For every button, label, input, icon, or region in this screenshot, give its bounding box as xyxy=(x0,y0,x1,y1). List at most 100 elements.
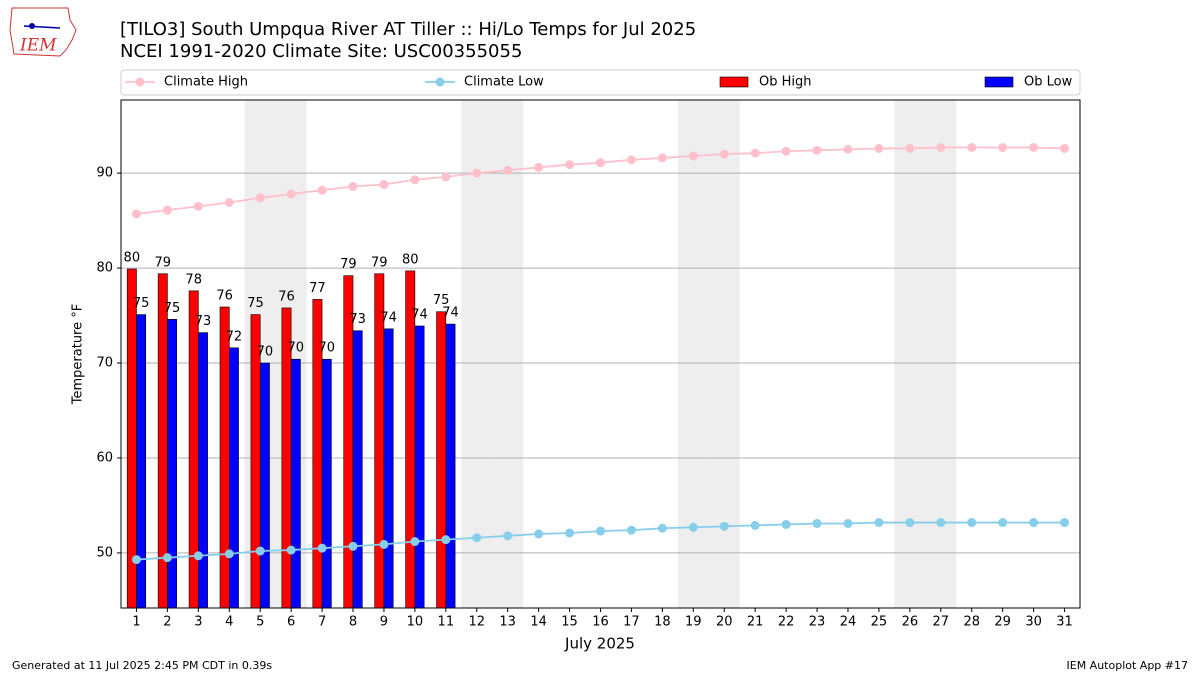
data-label: 70 xyxy=(318,341,335,356)
point xyxy=(410,175,420,185)
point xyxy=(224,549,234,559)
point xyxy=(162,205,172,215)
x-tick-label: 21 xyxy=(747,615,764,630)
point xyxy=(812,518,822,528)
data-label: 72 xyxy=(226,329,243,344)
point xyxy=(348,541,358,551)
point xyxy=(905,143,915,153)
logo: IEM xyxy=(9,7,77,57)
legend-label: Ob High xyxy=(759,75,812,90)
data-label: 79 xyxy=(340,257,357,272)
x-tick-label: 17 xyxy=(623,615,640,630)
point xyxy=(441,172,451,182)
point xyxy=(317,185,327,195)
point xyxy=(534,529,544,539)
point xyxy=(565,160,575,170)
x-tick-label: 4 xyxy=(225,615,233,630)
data-label: 79 xyxy=(154,255,171,270)
bar xyxy=(414,325,425,609)
y-tick-label: 80 xyxy=(96,261,113,276)
point xyxy=(565,528,575,538)
point xyxy=(967,142,977,152)
x-tick-label: 14 xyxy=(530,615,547,630)
point xyxy=(657,153,667,163)
x-tick-label: 20 xyxy=(716,615,733,630)
logo-outline xyxy=(9,7,77,57)
x-tick-label: 23 xyxy=(809,615,826,630)
point xyxy=(812,145,822,155)
bar xyxy=(198,332,208,609)
x-tick-label: 31 xyxy=(1056,615,1073,630)
data-label: 70 xyxy=(257,345,274,360)
data-label: 80 xyxy=(124,251,141,266)
point xyxy=(410,537,420,547)
point xyxy=(193,201,203,211)
point xyxy=(193,551,203,561)
point xyxy=(626,155,636,165)
point xyxy=(317,543,327,553)
point xyxy=(688,151,698,161)
x-tick-label: 3 xyxy=(194,615,202,630)
x-tick-label: 7 xyxy=(318,615,326,630)
point xyxy=(688,522,698,532)
point xyxy=(224,198,234,208)
point xyxy=(441,535,451,545)
x-tick-label: 26 xyxy=(902,615,919,630)
point xyxy=(379,539,389,549)
y-tick-label: 90 xyxy=(96,166,113,181)
x-axis-label: July 2025 xyxy=(564,635,635,653)
point xyxy=(936,518,946,528)
x-tick-label: 2 xyxy=(163,615,171,630)
data-label: 75 xyxy=(433,293,450,308)
bar xyxy=(228,347,239,609)
point xyxy=(998,142,1008,152)
bar xyxy=(321,358,332,609)
x-tick-label: 8 xyxy=(349,615,357,630)
data-label: 78 xyxy=(185,272,202,287)
legend-label: Ob Low xyxy=(1024,75,1073,90)
point xyxy=(843,518,853,528)
point xyxy=(472,533,482,543)
data-label: 79 xyxy=(371,255,388,270)
x-tick-label: 29 xyxy=(994,615,1011,630)
bar xyxy=(383,328,394,609)
point xyxy=(874,143,884,153)
shaded-day xyxy=(492,100,524,608)
y-tick-label: 60 xyxy=(96,450,113,465)
x-tick-label: 5 xyxy=(256,615,264,630)
point xyxy=(781,519,791,529)
point xyxy=(286,189,296,199)
x-tick-label: 15 xyxy=(561,615,578,630)
x-tick-label: 16 xyxy=(592,615,609,630)
point xyxy=(719,149,729,159)
shaded-day xyxy=(925,100,957,608)
point xyxy=(503,165,513,175)
x-tick-label: 19 xyxy=(685,615,702,630)
point xyxy=(131,209,141,219)
legend-label: Climate Low xyxy=(464,75,544,90)
point xyxy=(534,162,544,172)
point xyxy=(379,180,389,190)
legend-marker xyxy=(435,77,445,87)
y-axis-label: Temperature °F xyxy=(71,304,86,405)
point xyxy=(1060,518,1070,528)
bar xyxy=(290,358,301,609)
x-tick-label: 9 xyxy=(380,615,388,630)
point xyxy=(874,518,884,528)
y-tick-label: 50 xyxy=(96,545,113,560)
data-label: 75 xyxy=(164,301,181,316)
point xyxy=(255,546,265,556)
x-tick-label: 27 xyxy=(933,615,950,630)
shaded-day xyxy=(894,100,926,608)
x-tick-label: 22 xyxy=(778,615,795,630)
x-tick-label: 25 xyxy=(871,615,888,630)
point xyxy=(596,526,605,536)
x-tick-label: 6 xyxy=(287,615,295,630)
point xyxy=(1029,142,1039,152)
point xyxy=(503,531,513,541)
bar xyxy=(352,330,363,609)
plot-area xyxy=(121,100,1080,609)
data-label: 76 xyxy=(278,289,295,304)
data-label: 70 xyxy=(288,341,305,356)
